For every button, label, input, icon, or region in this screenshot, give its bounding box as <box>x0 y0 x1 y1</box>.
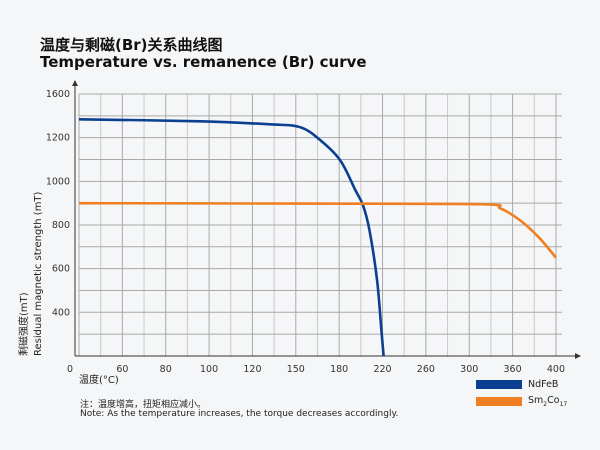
chart-title-cn: 温度与剩磁(Br)关系曲线图 <box>40 36 223 54</box>
legend-label-ndfeb: NdFeB <box>528 379 559 390</box>
tick-labels: 0 60 80 100 120 150 180 220 260 300 360 400 1600 1200… <box>46 89 565 375</box>
x-axis-arrow <box>575 353 581 359</box>
y-tick-label: 1000 <box>46 176 70 187</box>
y-axis-arrow <box>72 80 78 86</box>
x-tick-label: 60 <box>116 364 128 375</box>
x-tick-label: 400 <box>547 364 565 375</box>
x-tick-label: 300 <box>460 364 478 375</box>
y-tick-label: 1600 <box>46 89 70 100</box>
x-tick-label: 0 <box>67 364 73 375</box>
x-tick-label: 150 <box>287 364 305 375</box>
x-axis-label: 温度(°C) <box>79 373 119 386</box>
note-en: Note: As the temperature increases, the … <box>80 409 399 419</box>
y-tick-label: 400 <box>52 307 70 318</box>
y-tick-label: 600 <box>52 264 70 275</box>
series-line-sm2co17 <box>78 201 557 259</box>
legend-swatch-smco <box>476 396 522 406</box>
x-tick-label: 100 <box>200 364 218 375</box>
x-tick-label: 120 <box>243 364 261 375</box>
y-axis-label: Residual magnetic strength (mT) <box>33 191 44 356</box>
legend-item-ndfeb: NdFeB <box>476 379 558 390</box>
y-axis-label-cn: 剩磁强度(mT) <box>17 292 30 356</box>
x-tick-label: 360 <box>504 364 522 375</box>
x-tick-label: 260 <box>417 364 435 375</box>
y-tick-label: 1200 <box>46 133 70 144</box>
chart-title-en: Temperature vs. remanence (Br) curve <box>40 53 367 71</box>
y-tick-label: 800 <box>52 220 70 231</box>
legend-label-smco: Sm2Co17 <box>528 395 568 408</box>
note-cn: 注：温度增高，扭矩相应减小。 <box>80 400 207 410</box>
x-tick-label: 220 <box>373 364 391 375</box>
series-lines <box>78 118 557 357</box>
x-tick-label: 80 <box>160 364 172 375</box>
grid <box>78 93 562 357</box>
legend-swatch-ndfeb <box>476 380 522 389</box>
legend-item-smco: Sm2Co17 <box>476 395 567 408</box>
series-line-ndfeb <box>78 118 385 357</box>
x-tick-label: 180 <box>330 364 348 375</box>
axes <box>72 80 581 359</box>
